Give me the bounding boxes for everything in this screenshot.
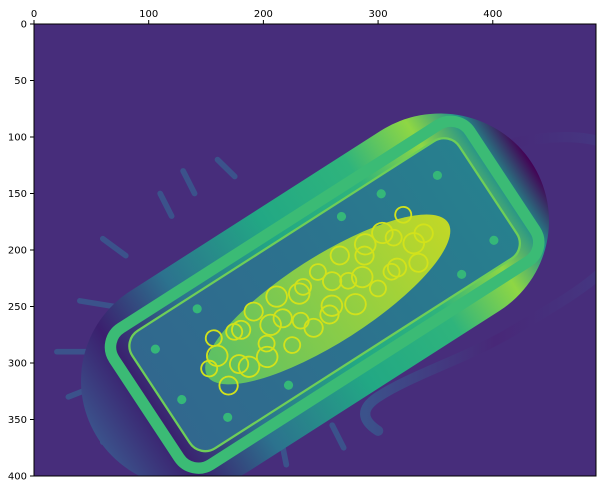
dna-loop — [228, 354, 250, 375]
dna-loop — [319, 304, 340, 325]
y-axis-ticks: 0 50 100 150 200 250 300 350 400 — [8, 20, 34, 483]
dna-loop — [259, 313, 282, 336]
membrane — [104, 115, 545, 474]
inner-membrane — [128, 137, 521, 453]
dna-loop — [204, 329, 223, 347]
dna-loop — [257, 334, 276, 353]
ribosome — [336, 212, 347, 222]
y-tick-label: 50 — [14, 76, 27, 87]
x-tick-label: 400 — [483, 9, 502, 20]
pilus — [99, 235, 129, 259]
y-tick-label: 400 — [8, 472, 27, 483]
x-tick-label: 200 — [254, 9, 273, 20]
pilus — [214, 156, 238, 180]
ribosome — [432, 170, 443, 180]
x-axis-ticks: 0 100 200 300 400 — [31, 9, 502, 24]
cell-body — [80, 113, 550, 476]
ribosome — [177, 395, 187, 405]
y-tick-label: 350 — [8, 415, 27, 426]
ribosome — [489, 235, 499, 245]
x-tick-label: 100 — [139, 9, 158, 20]
pilus — [329, 422, 347, 451]
dna-loop — [344, 293, 367, 316]
nucleoid — [200, 205, 451, 396]
nucleoid-mass — [205, 214, 451, 385]
dna-loop — [231, 319, 252, 340]
dna-loop — [303, 317, 324, 338]
dna-loop — [371, 221, 394, 244]
x-tick-label: 0 — [31, 9, 37, 20]
ribosome — [150, 344, 160, 354]
dna-loop — [322, 271, 343, 292]
dna-loop — [408, 252, 429, 273]
y-tick-label: 150 — [8, 189, 27, 200]
pilus — [157, 190, 175, 219]
y-tick-label: 0 — [21, 20, 27, 31]
ribosome — [283, 380, 294, 390]
dna-loop — [386, 257, 408, 278]
dna-loop — [329, 245, 350, 266]
dna-loop — [394, 205, 413, 224]
dna-loop — [265, 285, 288, 308]
y-tick-label: 100 — [8, 133, 27, 144]
dna-loop — [402, 232, 426, 255]
pilus — [77, 298, 118, 310]
dna-loop — [283, 336, 302, 354]
bacterium-illustration — [54, 113, 596, 476]
dna-loop — [308, 263, 327, 281]
dna-loop — [384, 228, 403, 247]
dna-loop — [255, 345, 279, 368]
dna-loop — [339, 271, 358, 290]
dna-loop — [288, 282, 311, 305]
y-tick-label: 300 — [8, 359, 27, 370]
x-tick-label: 300 — [369, 9, 388, 20]
dna-loop — [294, 278, 313, 296]
dna-loop — [272, 308, 293, 329]
dna-loop — [382, 262, 401, 281]
dna-loop — [205, 344, 229, 367]
dna-loop — [350, 265, 374, 289]
ribosome — [457, 269, 467, 279]
dna-loop — [320, 294, 344, 317]
dna-loop — [200, 359, 219, 378]
ribosome — [223, 412, 233, 422]
ribosome — [376, 189, 386, 199]
y-tick-label: 200 — [8, 246, 27, 257]
pilus — [180, 168, 198, 197]
dna-loop — [218, 375, 239, 396]
ribosome — [192, 304, 202, 314]
dna-loop — [243, 301, 264, 322]
flagellum — [360, 132, 596, 436]
dna-loop — [368, 279, 387, 298]
heatmap-image — [54, 113, 596, 476]
dna-loop — [413, 223, 434, 244]
y-tick-label: 250 — [8, 302, 27, 313]
